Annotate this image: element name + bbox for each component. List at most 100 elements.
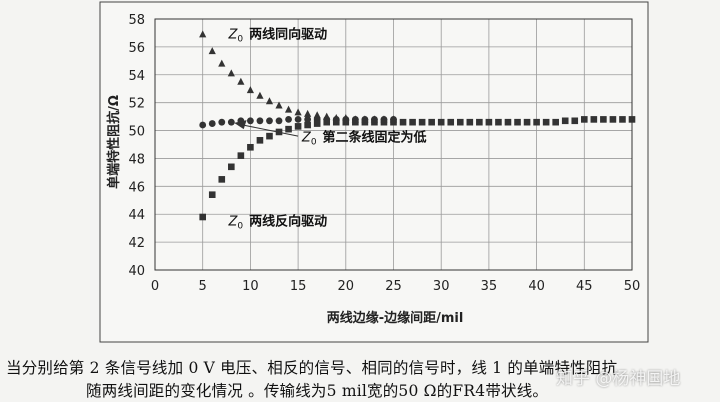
triangle-point xyxy=(199,30,207,38)
x-tick-label: 50 xyxy=(624,279,641,294)
y-axis-label: 单端特性阻抗/Ω xyxy=(106,95,122,189)
watermark: 知乎 @杨神国地 xyxy=(556,369,681,389)
y-tick-label: 40 xyxy=(128,264,145,279)
caption-line-2: 随两线间距的变化情况 。传输线为5 mil宽的50 Ω的FR4带状线。 xyxy=(86,382,549,400)
y-tick-label: 58 xyxy=(128,13,145,28)
annotation-arrowhead xyxy=(234,120,247,130)
y-tick-label: 46 xyxy=(128,180,145,195)
triangle-point xyxy=(275,101,283,109)
circle-point xyxy=(266,117,273,125)
square-point xyxy=(352,118,359,126)
square-point xyxy=(571,117,579,125)
square-point xyxy=(380,118,388,126)
triangle-point xyxy=(237,77,245,85)
triangle-point xyxy=(313,111,321,119)
square-point xyxy=(609,116,617,123)
series-annotation: Z0 两线同向驱动 xyxy=(227,27,327,45)
circle-point xyxy=(304,116,312,123)
square-point xyxy=(208,191,216,198)
x-tick-label: 0 xyxy=(151,279,159,294)
x-tick-label: 10 xyxy=(242,279,259,294)
square-point xyxy=(495,118,502,126)
square-point xyxy=(199,213,206,221)
square-point xyxy=(371,118,378,126)
annotations: Z0 两线同向驱动 Z0 第二条线固定为低 Z0 两线反向驱动 xyxy=(227,27,426,232)
triangle-point xyxy=(284,105,293,113)
square-point xyxy=(390,118,397,126)
triangle-point xyxy=(208,47,216,55)
y-tick-label: 50 xyxy=(128,125,145,140)
square-point xyxy=(247,143,254,151)
square-point xyxy=(581,116,588,123)
triangle-point xyxy=(256,91,264,99)
plot-area xyxy=(154,18,633,271)
square-point xyxy=(561,117,569,125)
square-point xyxy=(304,121,311,129)
x-tick-label: 5 xyxy=(199,279,207,294)
square-point xyxy=(266,132,273,140)
square-point xyxy=(218,176,226,183)
triangle-point xyxy=(265,97,274,105)
x-tick-label: 35 xyxy=(481,279,498,294)
square-point xyxy=(504,118,512,126)
square-point xyxy=(285,125,292,133)
series-square xyxy=(199,116,636,221)
square-point xyxy=(476,118,483,126)
square-point xyxy=(590,116,598,123)
triangle-point xyxy=(218,59,226,67)
circle-point xyxy=(256,117,264,125)
square-point xyxy=(466,118,474,126)
series-annotation: Z0 第二条线固定为低 xyxy=(301,130,427,148)
triangle-point xyxy=(304,109,312,117)
y-tick-label: 54 xyxy=(128,69,145,84)
square-point xyxy=(523,118,531,126)
square-point xyxy=(437,118,445,126)
x-tick-label: 15 xyxy=(290,279,307,294)
square-point xyxy=(332,118,340,126)
triangle-point xyxy=(294,108,302,116)
y-tick-label: 48 xyxy=(128,152,145,167)
caption-line-1: 当分别给第 2 条信号线加 0 V 电压、相反的信号、相同的信号时，线 1 的单… xyxy=(6,359,618,377)
square-point xyxy=(256,137,264,144)
triangle-point xyxy=(246,86,254,94)
square-point xyxy=(323,118,331,126)
circle-point xyxy=(208,120,216,127)
y-tick-label: 44 xyxy=(128,208,145,223)
square-point xyxy=(485,118,493,126)
square-point xyxy=(418,118,426,126)
square-point xyxy=(542,118,550,126)
square-point xyxy=(342,118,350,126)
x-tick-label: 25 xyxy=(385,279,402,294)
square-point xyxy=(313,120,321,127)
y-tick-label: 56 xyxy=(128,41,145,56)
x-tick-label: 20 xyxy=(338,279,355,294)
circle-point xyxy=(247,117,254,125)
square-point xyxy=(514,118,521,126)
square-point xyxy=(228,163,235,171)
y-tick-label: 42 xyxy=(128,236,145,251)
x-axis-ticks: 0 5 10 15 20 25 30 35 40 45 50 xyxy=(151,279,640,294)
square-point xyxy=(428,118,435,126)
circle-point xyxy=(227,118,235,126)
square-point xyxy=(361,118,369,126)
x-tick-label: 40 xyxy=(528,279,545,294)
circle-point xyxy=(218,118,226,126)
square-point xyxy=(456,118,464,126)
circle-point xyxy=(285,116,292,123)
square-point xyxy=(628,116,636,123)
circle-point xyxy=(199,121,207,129)
square-point xyxy=(409,118,416,126)
triangle-point xyxy=(227,69,235,77)
y-axis-ticks: 40 42 44 46 48 50 52 54 56 58 xyxy=(128,13,145,279)
chart-canvas: 40 42 44 46 48 50 52 54 56 58 0 5 10 15 20 25 30 35 40 45 5… xyxy=(99,1,649,343)
x-tick-label: 45 xyxy=(576,279,593,294)
annotation-arrow xyxy=(242,124,299,137)
square-point xyxy=(294,123,302,130)
circle-point xyxy=(294,116,302,123)
square-point xyxy=(447,118,455,126)
square-point xyxy=(619,116,626,123)
circle-point xyxy=(275,117,283,125)
series-annotation: Z0 两线反向驱动 xyxy=(227,213,327,231)
chart-border xyxy=(99,1,649,343)
y-tick-label: 52 xyxy=(128,97,145,112)
